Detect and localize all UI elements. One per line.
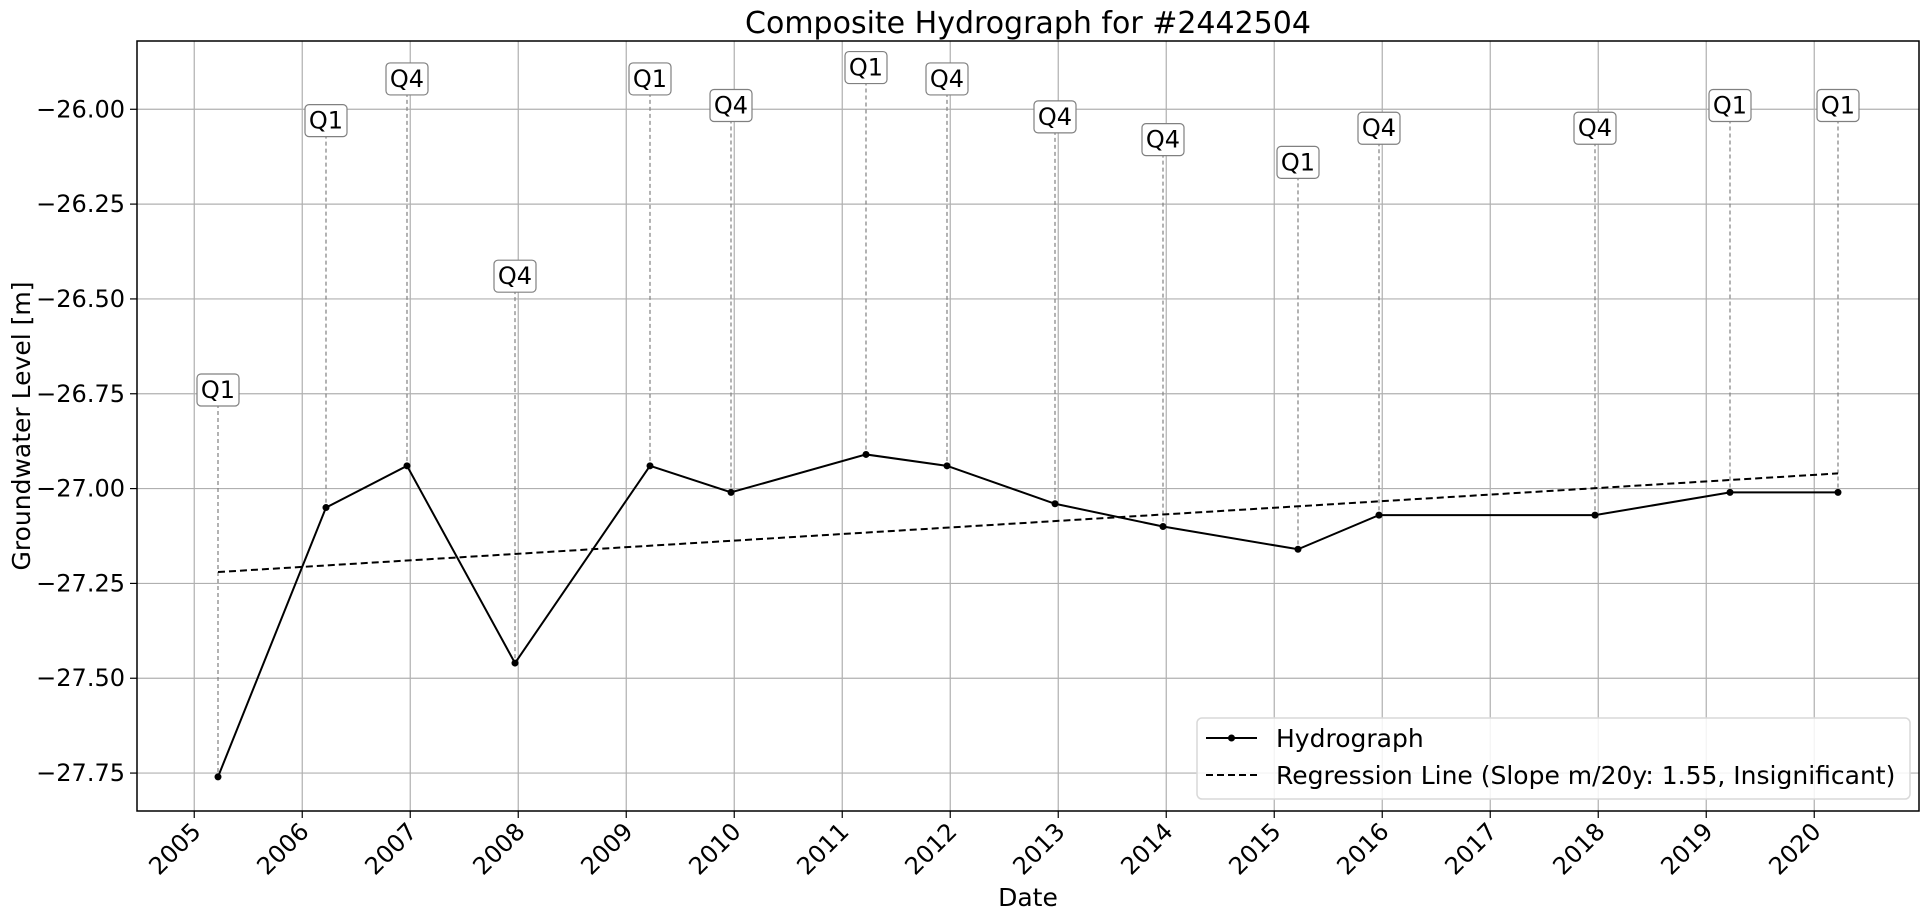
- legend-regression-label: Regression Line (Slope m/20y: 1.55, Insi…: [1276, 761, 1895, 790]
- y-tick-label: −27.25: [36, 569, 125, 597]
- annotation-box: [1276, 145, 1320, 179]
- y-tick-label: −26.50: [36, 285, 125, 313]
- legend-hydrograph-label: Hydrograph: [1276, 724, 1424, 753]
- annotation-box: [925, 62, 969, 96]
- hydrograph-point: [1375, 511, 1383, 519]
- hydrograph-point: [1726, 488, 1734, 496]
- y-tick-label: −26.00: [36, 95, 125, 123]
- hydrograph-point: [1834, 488, 1842, 496]
- legend-hydrograph-marker: [1228, 734, 1235, 742]
- regression-line: [217, 472, 1839, 574]
- annotation-label: Q1: [309, 107, 343, 135]
- annotation-box: [1573, 111, 1617, 145]
- annotation-box: [1816, 88, 1860, 123]
- legend-box: [1196, 717, 1911, 800]
- hydrograph-point: [1051, 500, 1059, 508]
- annotation-label: Q1: [1281, 148, 1315, 176]
- annotation-box: [1141, 123, 1185, 157]
- annotation-label: Q4: [390, 65, 424, 93]
- hydrograph-point: [1294, 545, 1302, 553]
- hydrograph-point: [322, 504, 330, 512]
- y-tick-label: −26.25: [36, 190, 125, 218]
- annotation-layer: Q1 Q1 Q4 Q4 Q1 Q4 Q1 Q4 Q4 Q4 Q1 Q4 Q4 Q1 Q1: [196, 50, 1860, 777]
- hydrograph-point: [646, 462, 654, 470]
- y-tick-label: −27.50: [36, 664, 125, 692]
- series-layer: [214, 450, 1842, 781]
- y-tick-label: −27.00: [36, 475, 125, 503]
- annotation-label: Q4: [1038, 103, 1072, 131]
- annotation-box: [196, 373, 240, 407]
- hydrograph-point: [727, 488, 735, 496]
- annotation-label: Q4: [714, 91, 748, 119]
- annotation-label: Q4: [930, 65, 964, 93]
- annotation-label: Q4: [1578, 114, 1612, 142]
- legend: Hydrograph Regression Line (Slope m/20y:…: [1196, 717, 1911, 800]
- annotation-box: [493, 259, 537, 293]
- annotation-label: Q1: [633, 65, 667, 93]
- annotation-box: [709, 88, 753, 123]
- hydrograph-point: [403, 462, 411, 470]
- grid-layer: [137, 41, 1919, 811]
- annotation-box: [628, 62, 672, 96]
- y-tick-label: −27.75: [36, 759, 125, 787]
- chart-title: Composite Hydrograph for #2442504: [745, 6, 1311, 41]
- annotation-label: Q1: [201, 376, 235, 404]
- annotation-label: Q1: [1821, 91, 1855, 119]
- annotation-box: [385, 62, 429, 96]
- plot-frame: [136, 40, 1920, 812]
- annotation-box: [1033, 100, 1077, 134]
- hydrograph-point: [943, 462, 951, 470]
- annotation-label: Q1: [849, 54, 883, 82]
- x-axis-label: Date: [998, 883, 1058, 912]
- annotation-label: Q1: [1713, 91, 1747, 119]
- annotation-box: [1357, 111, 1401, 145]
- annotation-label: Q4: [498, 262, 532, 290]
- hydrograph-point: [511, 659, 519, 667]
- annotation-label: Q4: [1146, 126, 1180, 154]
- hydrograph-point: [214, 773, 222, 781]
- annotation-box: [304, 104, 348, 138]
- annotation-box: [1708, 88, 1752, 123]
- hydrograph-point: [1159, 523, 1167, 531]
- annotation-box: [844, 50, 888, 85]
- y-axis-label: Groundwater Level [m]: [7, 282, 36, 571]
- annotation-label: Q4: [1362, 114, 1396, 142]
- hydrograph-point: [862, 450, 870, 458]
- y-tick-label: −26.75: [36, 380, 125, 408]
- hydrograph-point: [1591, 511, 1599, 519]
